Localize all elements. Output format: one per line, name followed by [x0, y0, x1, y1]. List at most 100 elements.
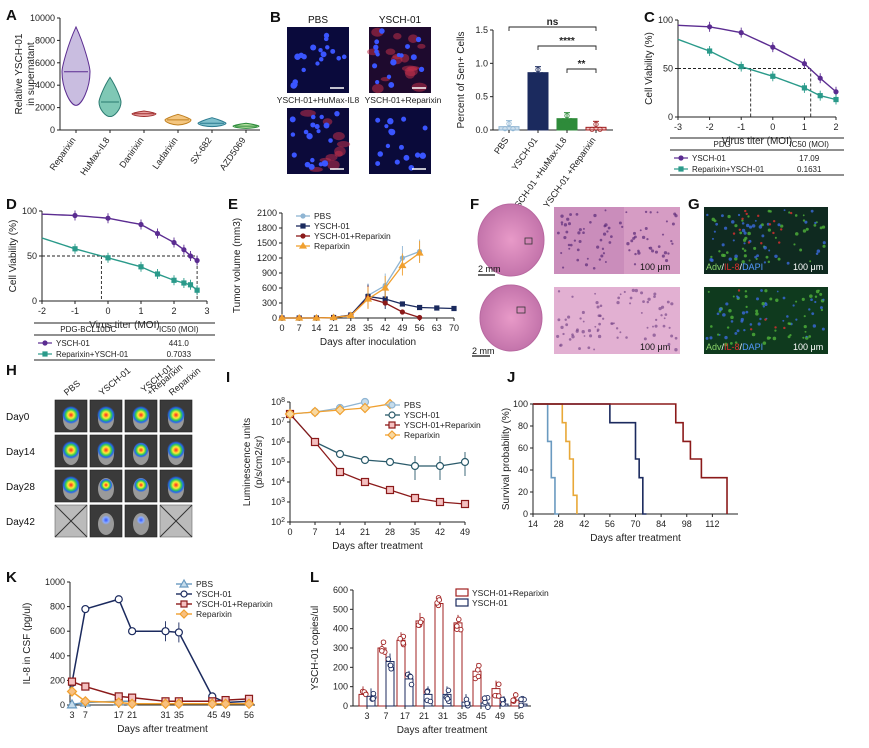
- luminescence-signal: [167, 441, 185, 459]
- fluorescent-signal: [762, 341, 767, 345]
- nucleus: [403, 154, 410, 161]
- nucleus: [630, 239, 634, 243]
- x-tick-label: 35: [457, 711, 467, 721]
- nucleus: [415, 36, 422, 43]
- fluorescent-signal: [795, 232, 799, 236]
- senescence-signal: [372, 83, 384, 94]
- nucleus: [576, 258, 580, 262]
- data-point: [187, 282, 194, 288]
- panel-label-a: A: [6, 7, 17, 24]
- luminescence-signal: [167, 476, 185, 494]
- nucleus: [602, 232, 607, 236]
- senescence-signal: [404, 66, 418, 77]
- luminescence-signal: [62, 406, 80, 424]
- luminescence-signal: [97, 441, 115, 459]
- x-tick-label: PBS: [492, 135, 511, 155]
- data-point: [277, 313, 287, 321]
- fluorescent-signal: [741, 247, 745, 250]
- y-tick-label: 0: [668, 112, 673, 122]
- x-tick-label: 21: [127, 710, 137, 720]
- nucleus: [419, 152, 427, 159]
- y-tick-label: 4000: [35, 80, 55, 90]
- series-line: [533, 403, 728, 514]
- data-point: [160, 698, 171, 710]
- x-tick-label: 49: [495, 711, 505, 721]
- nucleus: [560, 214, 564, 218]
- luminescence-signal: [133, 477, 149, 493]
- fluorescent-signal: [736, 296, 740, 299]
- fluorescent-signal: [745, 310, 749, 314]
- nucleus: [651, 249, 655, 253]
- x-tick-label: 56: [415, 323, 425, 333]
- x-tick-label: 45: [476, 711, 486, 721]
- y-tick-label: 1500: [257, 238, 277, 248]
- x-axis-title: Days after inoculation: [320, 337, 416, 348]
- data-point: [80, 695, 91, 707]
- data-point: [678, 155, 684, 161]
- fluorescent-signal: [729, 342, 733, 345]
- x-tick-label: 0: [287, 527, 292, 537]
- replicate-point: [510, 697, 516, 703]
- cross-mark: [159, 504, 193, 538]
- fluorescent-signal: [782, 296, 786, 300]
- panel-g-immunofluorescence: Adv/IL-8/DAPI 100 μm Adv/IL-8/DAPI 100 μ…: [704, 207, 828, 354]
- fluorescent-signal: [745, 223, 750, 228]
- column-label: PBS: [62, 378, 82, 397]
- nucleus: [303, 129, 309, 135]
- nucleus: [390, 59, 397, 66]
- fluorescent-signal: [732, 295, 735, 298]
- nucleus: [372, 63, 378, 69]
- x-tick-label: 42: [579, 519, 589, 529]
- zoom-scale-label: 100 μm: [640, 342, 670, 352]
- nucleus: [652, 325, 654, 328]
- panel-label-c: C: [644, 9, 655, 26]
- data-point: [706, 24, 713, 30]
- nucleus: [560, 252, 563, 255]
- senescence-signal: [393, 32, 402, 40]
- data-point: [300, 233, 306, 239]
- data-point: [817, 93, 823, 99]
- data-point: [42, 351, 48, 357]
- x-tick-label: 28: [385, 527, 395, 537]
- y-tick-label: 1800: [257, 223, 277, 233]
- nucleus: [375, 161, 381, 166]
- table-cell: 17.09: [799, 154, 820, 163]
- fluorescent-signal: [756, 254, 759, 258]
- fluorescent-signal: [774, 329, 777, 332]
- replicate-point: [424, 689, 430, 695]
- nucleus: [592, 266, 596, 270]
- replicate-point: [535, 67, 541, 73]
- y-tick-label: 108: [271, 397, 285, 407]
- nucleus: [607, 226, 611, 230]
- fluorescent-signal: [767, 260, 771, 264]
- nucleus: [566, 217, 570, 221]
- nucleus: [379, 28, 385, 34]
- data-point: [388, 421, 396, 429]
- x-tick-label: 35: [410, 527, 420, 537]
- chart-c: 0 50 100 -3 -2 -1 0 1 2 Cell Viability (%) Virus t…: [644, 15, 844, 176]
- fluorescent-signal: [762, 305, 766, 308]
- nucleus: [594, 325, 597, 328]
- chart-a: 0 2000 4000 6000 8000 10000 Relative YSCH-01 in…: [14, 13, 260, 177]
- y-tick-label: 900: [262, 268, 277, 278]
- fluorescent-signal: [782, 319, 785, 322]
- panel-label-j: J: [507, 369, 515, 386]
- legend-swatch: [455, 588, 469, 597]
- x-tick-label: 14: [528, 519, 538, 529]
- luminescence-signal: [101, 515, 111, 525]
- data-point: [171, 239, 177, 246]
- replicate-point: [510, 126, 516, 132]
- data-point: [284, 408, 296, 420]
- fluorescent-signal: [763, 261, 767, 264]
- replicate-point: [506, 121, 512, 127]
- nucleus: [653, 295, 656, 299]
- data-point: [363, 294, 373, 302]
- nucleus: [373, 44, 379, 50]
- nucleus: [564, 318, 567, 321]
- significance-label: **: [578, 59, 586, 70]
- he-nuclei: [556, 209, 678, 352]
- fluorescent-signal: [743, 231, 747, 235]
- fluorescent-signal: [760, 223, 764, 227]
- fluorescent-signal: [802, 219, 806, 222]
- y-axis-title: Survival probability (%): [501, 408, 512, 510]
